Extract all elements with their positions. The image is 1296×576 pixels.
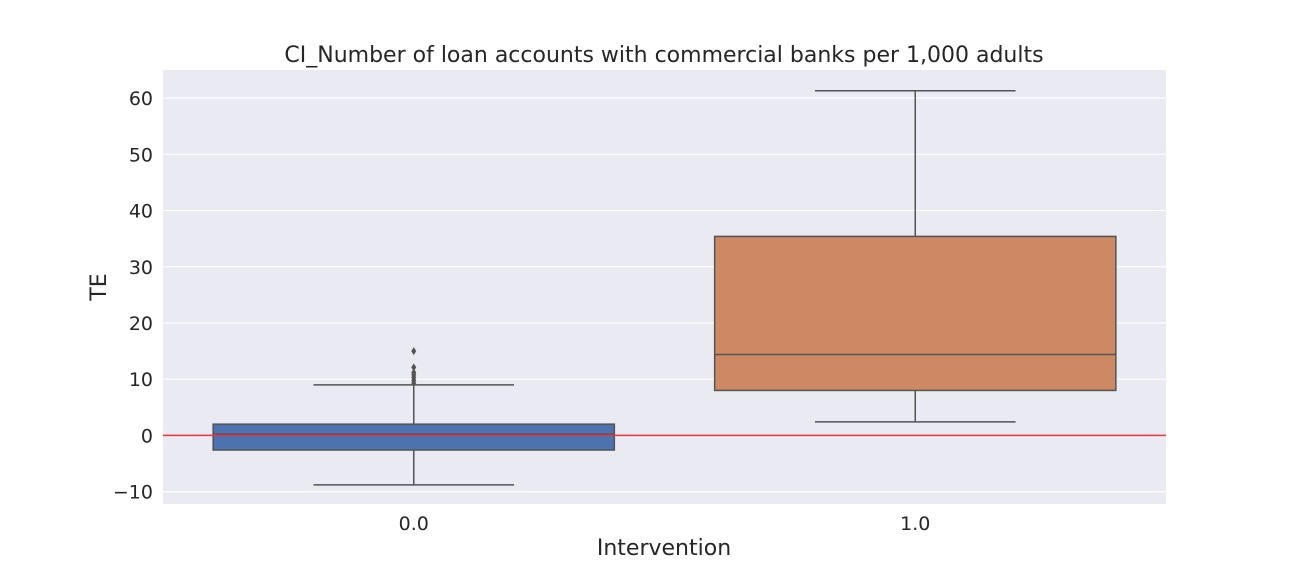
- chart-title: CI_Number of loan accounts with commerci…: [284, 43, 1043, 68]
- y-tick-label: 20: [129, 313, 153, 335]
- y-tick-label: 50: [129, 144, 153, 166]
- y-axis-label: TE: [87, 273, 112, 301]
- outlier-point: [411, 368, 417, 377]
- y-tick-label: 60: [129, 88, 153, 110]
- box-0.0: [212, 347, 616, 486]
- iqr-box: [212, 423, 616, 451]
- x-tick-labels: 0.0 1.0: [399, 513, 931, 535]
- boxes-group: [212, 90, 1117, 486]
- outlier-point: [411, 363, 417, 372]
- x-tick-label: 1.0: [900, 513, 930, 535]
- y-tick-label: −10: [113, 482, 153, 504]
- y-tick-label: 10: [129, 369, 153, 391]
- y-tick-labels: −10 0 10 20 30 40 50 60: [113, 88, 153, 504]
- outlier-point: [411, 347, 417, 356]
- y-tick-label: 0: [141, 425, 153, 447]
- x-axis-label: Intervention: [597, 536, 731, 561]
- y-tick-label: 30: [129, 257, 153, 279]
- y-tick-label: 40: [129, 201, 153, 223]
- box-1.0: [713, 90, 1117, 423]
- iqr-box: [713, 235, 1117, 392]
- x-tick-label: 0.0: [399, 513, 429, 535]
